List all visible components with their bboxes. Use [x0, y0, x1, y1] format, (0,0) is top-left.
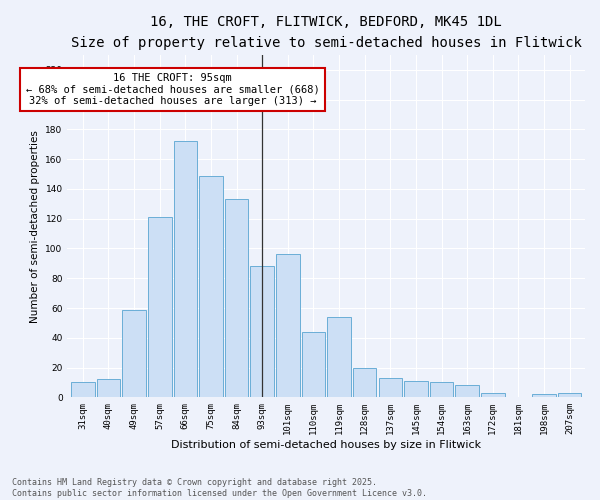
Bar: [481, 393, 505, 398]
X-axis label: Distribution of semi-detached houses by size in Flitwick: Distribution of semi-detached houses by …: [171, 440, 481, 450]
Bar: [97, 380, 120, 398]
Bar: [532, 394, 556, 398]
Bar: [455, 386, 479, 398]
Bar: [327, 317, 351, 398]
Bar: [71, 382, 95, 398]
Bar: [430, 382, 454, 398]
Bar: [353, 368, 376, 398]
Bar: [173, 142, 197, 398]
Bar: [250, 266, 274, 398]
Title: 16, THE CROFT, FLITWICK, BEDFORD, MK45 1DL
Size of property relative to semi-det: 16, THE CROFT, FLITWICK, BEDFORD, MK45 1…: [71, 15, 581, 50]
Bar: [199, 176, 223, 398]
Bar: [276, 254, 299, 398]
Bar: [148, 217, 172, 398]
Y-axis label: Number of semi-detached properties: Number of semi-detached properties: [30, 130, 40, 322]
Text: 16 THE CROFT: 95sqm
← 68% of semi-detached houses are smaller (668)
32% of semi-: 16 THE CROFT: 95sqm ← 68% of semi-detach…: [26, 73, 319, 106]
Bar: [225, 200, 248, 398]
Bar: [558, 393, 581, 398]
Bar: [302, 332, 325, 398]
Bar: [404, 381, 428, 398]
Bar: [379, 378, 402, 398]
Text: Contains HM Land Registry data © Crown copyright and database right 2025.
Contai: Contains HM Land Registry data © Crown c…: [12, 478, 427, 498]
Bar: [122, 310, 146, 398]
